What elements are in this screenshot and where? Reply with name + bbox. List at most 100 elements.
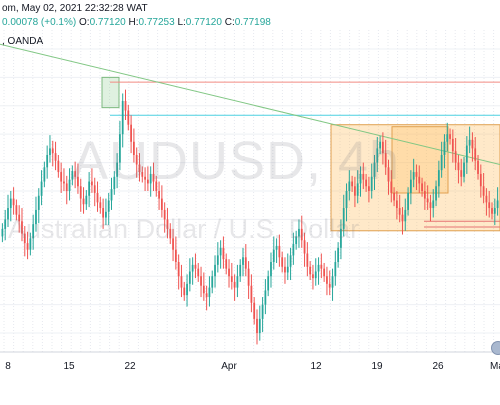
candle-body (158, 191, 160, 199)
candle-body (368, 186, 370, 191)
candle-body (138, 164, 141, 173)
candle-body (485, 195, 488, 203)
candle-body (289, 255, 292, 267)
candle-body (348, 181, 351, 191)
candle-body (421, 183, 423, 191)
candle-body (239, 264, 242, 277)
candle-body (351, 181, 354, 187)
candle-body (40, 181, 43, 196)
candle-body (68, 179, 71, 191)
candle-body (275, 245, 278, 250)
candle-body (9, 198, 12, 209)
candle-body (488, 202, 491, 209)
x-tick-label: 12 (310, 361, 322, 372)
candle-body (96, 192, 99, 203)
candle-body (449, 134, 451, 139)
candle-body (121, 101, 124, 135)
candle-body (225, 259, 228, 269)
candle-body (46, 155, 49, 168)
candle-body (314, 271, 317, 279)
candle-body (376, 148, 379, 163)
globe-icon[interactable] (491, 341, 500, 355)
candle-body (49, 148, 51, 156)
high-value: 0.77253 (138, 17, 175, 28)
candle-body (216, 255, 219, 265)
candle-body (71, 171, 74, 180)
candle-body (88, 181, 91, 196)
candle-body (306, 253, 309, 267)
candle-body (477, 160, 479, 174)
candle-body (354, 186, 356, 196)
ohlc-header: 0.00078 (+0.1%) O:0.77120 H:0.77253 L:0.… (2, 17, 271, 28)
open-label: O: (79, 17, 90, 28)
candle-body (300, 228, 303, 241)
candle-body (334, 262, 337, 277)
candle-body (393, 192, 395, 201)
candle-body (160, 198, 163, 210)
candle-body (169, 228, 172, 239)
candle-body (323, 268, 326, 277)
candle-body (401, 214, 404, 222)
candle-body (295, 236, 298, 245)
candle-body (278, 245, 281, 258)
candle-body (219, 247, 222, 256)
candle-body (155, 181, 158, 191)
candle-body (373, 162, 376, 177)
candle-body (233, 281, 236, 288)
candle-body (303, 240, 306, 254)
candle-body (292, 244, 295, 256)
candle-body (4, 219, 7, 229)
trendline (0, 43, 500, 165)
candle-body (113, 176, 116, 190)
candle-body (256, 318, 258, 334)
high-label: H: (128, 17, 139, 28)
candle-body (356, 183, 359, 196)
candle-body (345, 191, 348, 209)
candle-body (284, 266, 286, 273)
candle-body (51, 148, 54, 154)
candle-body (85, 195, 88, 205)
candle-body (443, 141, 446, 156)
candle-body (146, 179, 149, 184)
candle-body (390, 181, 393, 193)
candle-body (166, 219, 169, 229)
open-value: 0.77120 (89, 17, 126, 28)
x-tick-label: 15 (63, 361, 75, 372)
candle-body (197, 268, 200, 277)
candle-body (267, 276, 270, 291)
candle-body (418, 176, 421, 184)
candle-body (116, 162, 119, 177)
candle-body (21, 221, 23, 234)
candle-body (57, 160, 60, 173)
symbol-header: om, May 02, 2021 22:32:28 WAT (2, 3, 148, 14)
candle-body (124, 101, 127, 111)
candle-body (60, 172, 63, 182)
candle-body (496, 200, 499, 209)
low-label: L: (177, 17, 186, 28)
candle-body (247, 268, 250, 286)
candle-body (188, 271, 191, 284)
candle-body (29, 238, 32, 250)
candle-body (250, 285, 253, 303)
header-timestamp: om, May 02, 2021 22:32:28 WAT (2, 3, 148, 14)
candle-body (12, 198, 15, 206)
candle-body (298, 228, 300, 237)
candle-body (415, 172, 418, 177)
candle-body (407, 192, 409, 210)
candle-body (174, 249, 177, 263)
candle-body (214, 264, 216, 277)
candle-body (454, 151, 457, 163)
low-value: 0.77120 (185, 17, 222, 28)
candle-body (309, 266, 312, 275)
candle-body (395, 200, 398, 209)
candle-body (435, 186, 437, 201)
candle-body (451, 138, 454, 152)
candle-body (328, 283, 331, 288)
candle-body (429, 202, 432, 209)
candle-body (35, 209, 37, 225)
candle-body (152, 173, 155, 182)
candle-body (482, 186, 485, 196)
candle-body (183, 287, 186, 296)
